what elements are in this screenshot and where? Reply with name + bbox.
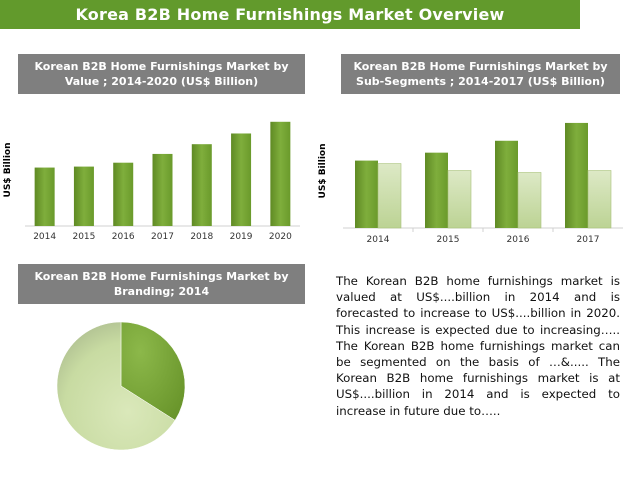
- market-description: The Korean B2B home furnishings market i…: [336, 274, 620, 418]
- branding-pie-chart: [56, 321, 186, 451]
- value-chart-title: Korean B2B Home Furnishings Market by Va…: [34, 60, 289, 88]
- pie-slice-2: [56, 321, 176, 451]
- subsegments-chart-title-box: Korean B2B Home Furnishings Market by Su…: [341, 54, 620, 94]
- subsegments-chart-title: Korean B2B Home Furnishings Market by Su…: [353, 60, 608, 88]
- bar-2015-series-1: [425, 152, 448, 228]
- x-tick-label: 2016: [507, 235, 530, 245]
- x-tick-label: 2016: [112, 232, 135, 242]
- x-tick-label: 2015: [72, 232, 95, 242]
- bar-2016-series-1: [495, 140, 518, 228]
- bar-2016: [113, 162, 134, 226]
- subsegments-bar-chart: 2014 2015 2016 2017 US$ Billion: [318, 122, 623, 245]
- bar-2019: [231, 133, 252, 226]
- bar-2017: [152, 153, 173, 226]
- y-axis-label: US$ Billion: [318, 144, 328, 199]
- bar-2018: [191, 144, 212, 226]
- x-tick-label: 2018: [190, 232, 213, 242]
- y-axis-label: US$ Billion: [3, 143, 13, 198]
- x-tick-label: 2014: [367, 235, 390, 245]
- branding-chart-title: Korean B2B Home Furnishings Market by Br…: [34, 270, 289, 298]
- page-title-banner: Korea B2B Home Furnishings Market Overvi…: [0, 0, 580, 29]
- bar-2014-series-2: [377, 163, 402, 229]
- x-tick-label: 2020: [269, 232, 292, 242]
- value-bar-chart: 2014 2015 2016 2017 2018 2019 2020 US$ Billion: [3, 121, 300, 242]
- bar-2016-series-2: [517, 172, 542, 229]
- x-tick-label: 2017: [151, 232, 174, 242]
- pie-slice-1: [120, 321, 186, 421]
- page-title: Korea B2B Home Furnishings Market Overvi…: [75, 5, 505, 24]
- x-tick-label: 2014: [33, 232, 56, 242]
- x-tick-label: 2019: [230, 232, 253, 242]
- bar-2017-series-1: [565, 122, 588, 228]
- branding-chart-title-box: Korean B2B Home Furnishings Market by Br…: [18, 264, 305, 304]
- bar-2015-series-2: [447, 170, 472, 229]
- x-tick-label: 2017: [577, 235, 600, 245]
- bar-2020: [270, 121, 291, 226]
- bar-2015: [73, 166, 94, 226]
- x-tick-label: 2015: [437, 235, 460, 245]
- bar-2014-series-1: [355, 160, 378, 228]
- value-chart-title-box: Korean B2B Home Furnishings Market by Va…: [18, 54, 305, 94]
- bar-2014: [34, 167, 55, 226]
- bar-2017-series-2: [587, 170, 612, 229]
